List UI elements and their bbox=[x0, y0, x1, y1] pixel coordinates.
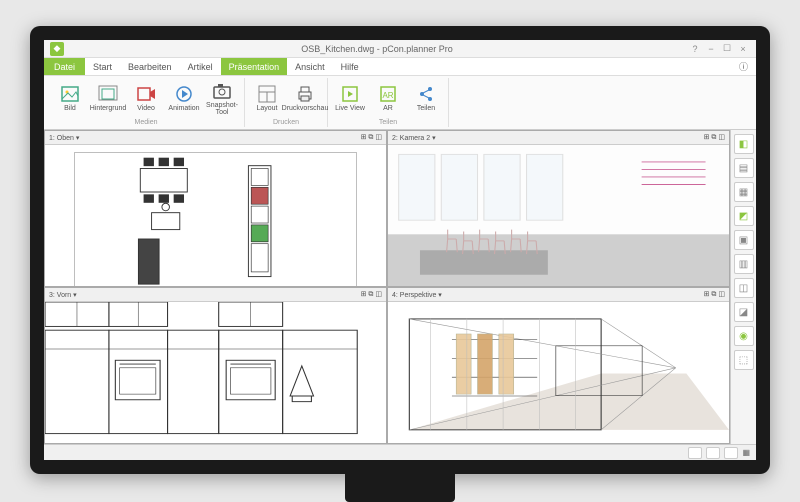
ar-icon: AR bbox=[378, 84, 398, 104]
viewport-perspective-label: 4: Perspektive ▾ bbox=[392, 291, 442, 299]
ribbon-snapshot-button[interactable]: Snapshot-Tool bbox=[204, 81, 240, 116]
viewport-camera-tools[interactable]: ⊞ ⧉ ◫ bbox=[704, 133, 725, 142]
ribbon-layout-button[interactable]: Layout bbox=[249, 84, 285, 112]
bild-icon bbox=[60, 84, 80, 104]
viewport-top[interactable]: 1: Oben ▾ ⊞ ⧉ ◫ bbox=[44, 130, 387, 287]
ar-label: AR bbox=[383, 105, 393, 112]
menu-bar: Datei StartBearbeitenArtikelPräsentation… bbox=[44, 58, 756, 76]
animation-icon bbox=[174, 84, 194, 104]
ribbon-bild-button[interactable]: Bild bbox=[52, 84, 88, 112]
menu-tab-bearbeiten[interactable]: Bearbeiten bbox=[120, 58, 180, 75]
panel-7[interactable]: ◫ bbox=[734, 278, 754, 298]
panel-2[interactable]: ▤ bbox=[734, 158, 754, 178]
app-icon: ◆ bbox=[50, 42, 64, 56]
ribbon-group-teilen: Live View AR AR Teilen Teilen bbox=[328, 78, 449, 127]
druck-icon bbox=[295, 84, 315, 104]
render-view bbox=[388, 145, 729, 286]
panel-10[interactable]: ⬚ bbox=[734, 350, 754, 370]
status-layout-2[interactable] bbox=[706, 447, 720, 459]
viewport-perspective-tools[interactable]: ⊞ ⧉ ◫ bbox=[704, 290, 725, 299]
viewport-perspective[interactable]: 4: Perspektive ▾ ⊞ ⧉ ◫ bbox=[387, 287, 730, 444]
menu-help-icon[interactable]: ⓘ bbox=[731, 58, 756, 75]
status-layout-1[interactable] bbox=[688, 447, 702, 459]
viewport-front[interactable]: 3: Vorn ▾ ⊞ ⧉ ◫ bbox=[44, 287, 387, 444]
video-label: Video bbox=[137, 105, 155, 112]
menu-tab-ansicht[interactable]: Ansicht bbox=[287, 58, 333, 75]
plan-drawing bbox=[45, 145, 386, 286]
ribbon-group-label: Teilen bbox=[332, 118, 444, 127]
layout-icon bbox=[257, 84, 277, 104]
druck-label: Druckvorschau bbox=[282, 105, 329, 112]
snapshot-icon bbox=[212, 81, 232, 101]
main-area: 1: Oben ▾ ⊞ ⧉ ◫ 2: Kamera 2 ▾ ⊞ ⧉ ◫ bbox=[44, 130, 756, 444]
app-window: ◆ OSB_Kitchen.dwg - pCon.planner Pro ? −… bbox=[44, 40, 756, 460]
status-tile-icon[interactable]: ▦ bbox=[742, 448, 750, 457]
teilen-icon bbox=[416, 84, 436, 104]
menu-tab-hilfe[interactable]: Hilfe bbox=[333, 58, 367, 75]
teilen-label: Teilen bbox=[417, 105, 435, 112]
layout-label: Layout bbox=[256, 105, 277, 112]
viewport-front-tools[interactable]: ⊞ ⧉ ◫ bbox=[361, 290, 382, 299]
ribbon-liveview-button[interactable]: Live View bbox=[332, 84, 368, 112]
viewport-grid: 1: Oben ▾ ⊞ ⧉ ◫ 2: Kamera 2 ▾ ⊞ ⧉ ◫ bbox=[44, 130, 730, 444]
hintergrund-label: Hintergrund bbox=[90, 105, 127, 112]
ribbon-hintergrund-button[interactable]: Hintergrund bbox=[90, 84, 126, 112]
viewport-front-label: 3: Vorn ▾ bbox=[49, 291, 77, 299]
ribbon-group-label: Medien bbox=[52, 118, 240, 127]
menu-tab-präsentation[interactable]: Präsentation bbox=[221, 58, 288, 75]
menu-file[interactable]: Datei bbox=[44, 58, 85, 75]
ribbon-teilen-button[interactable]: Teilen bbox=[408, 84, 444, 112]
viewport-top-label: 1: Oben ▾ bbox=[49, 134, 79, 142]
bild-label: Bild bbox=[64, 105, 76, 112]
panel-3[interactable]: ▦ bbox=[734, 182, 754, 202]
ribbon-ar-button[interactable]: AR AR bbox=[370, 84, 406, 112]
viewport-camera-label: 2: Kamera 2 ▾ bbox=[392, 134, 436, 142]
ribbon-druck-button[interactable]: Druckvorschau bbox=[287, 84, 323, 112]
ribbon-group-medien: Bild Hintergrund Video Animation Snapshot-To… bbox=[48, 78, 245, 127]
panel-8[interactable]: ◪ bbox=[734, 302, 754, 322]
status-layout-3[interactable] bbox=[724, 447, 738, 459]
viewport-camera[interactable]: 2: Kamera 2 ▾ ⊞ ⧉ ◫ bbox=[387, 130, 730, 287]
right-sidebar: ◧ ▤ ▦ ◩ ▣ ▥ ◫ ◪ ◉ ⬚ bbox=[730, 130, 756, 444]
svg-text:AR: AR bbox=[382, 91, 393, 100]
menu-tab-artikel[interactable]: Artikel bbox=[180, 58, 221, 75]
panel-5[interactable]: ▣ bbox=[734, 230, 754, 250]
hintergrund-icon bbox=[98, 84, 118, 104]
panel-9[interactable]: ◉ bbox=[734, 326, 754, 346]
panel-6[interactable]: ▥ bbox=[734, 254, 754, 274]
help-icon[interactable]: ? bbox=[688, 43, 702, 55]
monitor-frame: ◆ OSB_Kitchen.dwg - pCon.planner Pro ? −… bbox=[30, 26, 770, 474]
ribbon-group-drucken: Layout Druckvorschau Drucken bbox=[245, 78, 328, 127]
window-title: OSB_Kitchen.dwg - pCon.planner Pro bbox=[68, 44, 686, 54]
close-icon[interactable]: × bbox=[736, 43, 750, 55]
ribbon-toolbar: Bild Hintergrund Video Animation Snapshot-To… bbox=[44, 76, 756, 130]
liveview-icon bbox=[340, 84, 360, 104]
viewport-top-header[interactable]: 1: Oben ▾ ⊞ ⧉ ◫ bbox=[45, 131, 386, 145]
viewport-camera-header[interactable]: 2: Kamera 2 ▾ ⊞ ⧉ ◫ bbox=[388, 131, 729, 145]
viewport-perspective-header[interactable]: 4: Perspektive ▾ ⊞ ⧉ ◫ bbox=[388, 288, 729, 302]
minimize-icon[interactable]: − bbox=[704, 43, 718, 55]
panel-4[interactable]: ◩ bbox=[734, 206, 754, 226]
perspective-drawing bbox=[388, 302, 729, 443]
ribbon-group-label: Drucken bbox=[249, 118, 323, 127]
title-bar: ◆ OSB_Kitchen.dwg - pCon.planner Pro ? −… bbox=[44, 40, 756, 58]
viewport-front-header[interactable]: 3: Vorn ▾ ⊞ ⧉ ◫ bbox=[45, 288, 386, 302]
animation-label: Animation bbox=[168, 105, 199, 112]
snapshot-label: Snapshot-Tool bbox=[204, 102, 240, 116]
ribbon-video-button[interactable]: Video bbox=[128, 84, 164, 112]
status-bar: ▦ bbox=[44, 444, 756, 460]
menu-tab-start[interactable]: Start bbox=[85, 58, 120, 75]
maximize-icon[interactable]: ☐ bbox=[720, 43, 734, 55]
viewport-top-tools[interactable]: ⊞ ⧉ ◫ bbox=[361, 133, 382, 142]
liveview-label: Live View bbox=[335, 105, 365, 112]
ribbon-animation-button[interactable]: Animation bbox=[166, 84, 202, 112]
elevation-drawing bbox=[45, 302, 386, 443]
video-icon bbox=[136, 84, 156, 104]
panel-1[interactable]: ◧ bbox=[734, 134, 754, 154]
